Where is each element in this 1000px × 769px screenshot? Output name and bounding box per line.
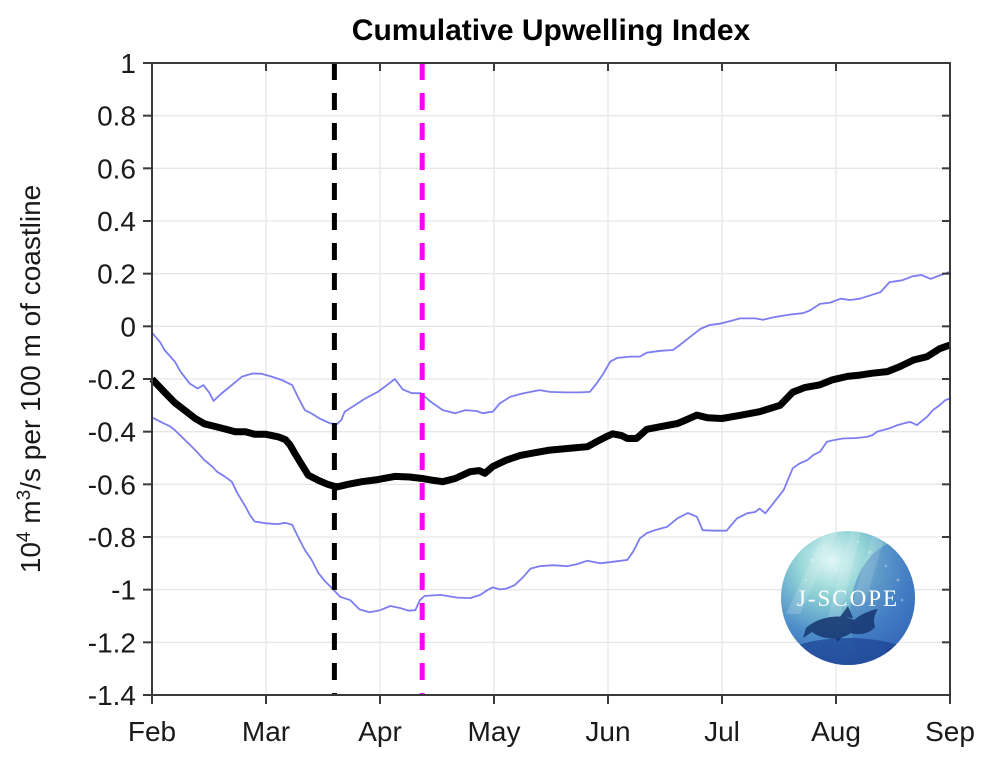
x-tick-label: May <box>468 716 521 747</box>
y-tick-label: -0.4 <box>88 417 136 448</box>
logo-seafloor-shade <box>781 638 915 665</box>
axis-tick-labels: 1 0.8 0.6 0.4 0.2 0 -0.2 -0.4 -0.6 -0.8 -1 -1.2 -1.4… <box>88 48 975 747</box>
lower-ensemble-bound-thin-blue-line- <box>151 397 951 614</box>
light-ray-icon <box>853 531 886 606</box>
logo-wordmark: J-SCOPE <box>797 586 899 611</box>
x-tick-label: Feb <box>128 716 176 747</box>
x-tick-label: Jun <box>585 716 630 747</box>
y-tick-label: 0.2 <box>97 259 136 290</box>
y-axis-label: 104 m3/s per 100 m of coastline <box>14 185 46 573</box>
x-tick-label: Sep <box>925 716 975 747</box>
bubbles-icon <box>804 540 904 602</box>
x-tick-label: Apr <box>358 716 402 747</box>
y-tick-label: -1 <box>111 575 136 606</box>
fish-icon <box>803 606 878 642</box>
y-tick-label: -1.2 <box>88 627 136 658</box>
x-tick-label: Aug <box>811 716 861 747</box>
light-ray-icon <box>828 531 862 617</box>
dashed-vertical-lines <box>331 63 425 695</box>
y-tick-label: 0.4 <box>97 206 136 237</box>
y-tick-label: 0.6 <box>97 153 136 184</box>
y-tick-label: -1.4 <box>88 680 136 711</box>
y-tick-label: 0.8 <box>97 101 136 132</box>
chart-title: Cumulative Upwelling Index <box>352 14 751 47</box>
x-tick-label: Mar <box>242 716 290 747</box>
y-tick-label: -0.2 <box>88 364 136 395</box>
y-tick-label: 0 <box>120 311 136 342</box>
cumulative-upwelling-index-thick-black-mean-line- <box>149 341 952 491</box>
jscope-logo: J-SCOPE <box>781 531 915 665</box>
data-series <box>149 270 952 614</box>
y-tick-label: -0.8 <box>88 522 136 553</box>
y-tick-label: -0.6 <box>88 469 136 500</box>
upper-ensemble-bound-thin-blue-line- <box>151 270 951 426</box>
x-tick-label: Jul <box>704 716 740 747</box>
light-ray-icon <box>786 531 840 614</box>
axis-ticks <box>143 62 951 704</box>
y-tick-label: 1 <box>120 48 136 79</box>
